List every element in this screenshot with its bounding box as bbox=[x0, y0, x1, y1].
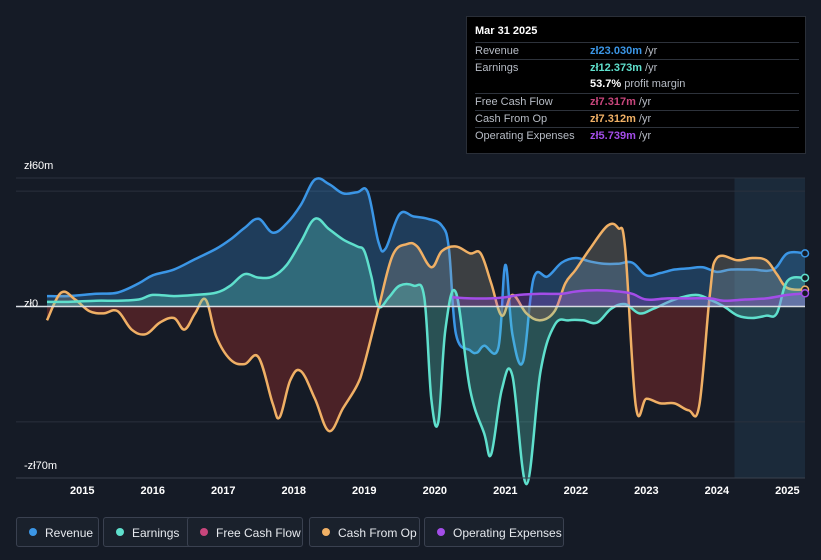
tooltip-row-earnings: Earnings zł12.373m /yr bbox=[475, 59, 799, 76]
tooltip-value: zł12.373m /yr bbox=[590, 62, 657, 74]
gridlines bbox=[16, 177, 805, 423]
tooltip-value: zł5.739m /yr bbox=[590, 130, 651, 142]
tooltip-value: zł7.312m /yr bbox=[590, 113, 651, 125]
unit-text: profit margin bbox=[621, 78, 686, 90]
x-tick-label: 2017 bbox=[211, 485, 236, 497]
tooltip-label: Cash From Op bbox=[475, 113, 548, 125]
tooltip-row-margin: 53.7% profit margin bbox=[475, 76, 799, 93]
y-tick-label-0: zł0 bbox=[24, 298, 39, 310]
tooltip-label: Revenue bbox=[475, 45, 520, 57]
value-text: zł23.030m bbox=[590, 45, 642, 57]
x-tick-label: 2022 bbox=[563, 485, 589, 497]
value-text: zł5.739m bbox=[590, 130, 636, 142]
tooltip-value: zł7.317m /yr bbox=[590, 96, 651, 108]
operating-expenses-line bbox=[452, 289, 806, 302]
cash-from-op-negative-area bbox=[47, 306, 805, 432]
tooltip-row-revenue: Revenue zł23.030m /yr bbox=[475, 42, 799, 59]
tooltip-date: Mar 31 2025 bbox=[475, 25, 538, 37]
earnings-end-marker bbox=[800, 273, 810, 283]
legend-dot-icon bbox=[322, 528, 330, 536]
y-tick-label-neg70: -zł70m bbox=[24, 460, 58, 472]
x-tick-label: 2016 bbox=[140, 485, 166, 497]
unit-text: /yr bbox=[641, 45, 658, 57]
series-layer bbox=[45, 177, 806, 486]
y-tick-label-60: zł60m bbox=[24, 160, 54, 172]
legend-item-free-cash-flow[interactable]: Free Cash Flow bbox=[187, 517, 303, 547]
legend-label: Revenue bbox=[45, 526, 94, 540]
x-tick-label: 2025 bbox=[775, 485, 800, 497]
forecast-region bbox=[734, 178, 805, 478]
legend-item-operating-expenses[interactable]: Operating Expenses bbox=[424, 517, 564, 547]
value-text: zł12.373m bbox=[590, 62, 642, 74]
tooltip-value: 53.7% profit margin bbox=[590, 78, 685, 90]
unit-text: /yr bbox=[635, 96, 652, 108]
legend-item-cash-from-op[interactable]: Cash From Op bbox=[309, 517, 420, 547]
value-text: 53.7% bbox=[590, 78, 622, 90]
value-text: zł7.312m bbox=[590, 113, 636, 125]
earnings-line bbox=[46, 217, 806, 486]
tooltip-row-opex: Operating Expenses zł5.739m /yr bbox=[475, 127, 799, 144]
revenue-area bbox=[47, 178, 805, 365]
legend-label: Free Cash Flow bbox=[216, 526, 301, 540]
end-markers bbox=[800, 249, 810, 298]
unit-text: /yr bbox=[635, 113, 652, 125]
legend-dot-icon bbox=[437, 528, 445, 536]
legend-item-revenue[interactable]: Revenue bbox=[16, 517, 99, 547]
x-tick-label: 2023 bbox=[634, 485, 659, 497]
tooltip-label: Free Cash Flow bbox=[475, 96, 553, 108]
legend-dot-icon bbox=[200, 528, 208, 536]
cash-from-op-positive-area bbox=[52, 223, 805, 307]
x-tick-label: 2020 bbox=[422, 485, 448, 497]
legend-label: Earnings bbox=[132, 526, 180, 540]
tooltip-label: Earnings bbox=[475, 62, 519, 74]
legend-dot-icon bbox=[116, 528, 124, 536]
x-tick-label: 2024 bbox=[704, 485, 730, 497]
unit-text: /yr bbox=[635, 130, 652, 142]
tooltip-panel: Mar 31 2025 Revenue zł23.030m /yr Earnin… bbox=[466, 16, 806, 154]
tooltip-row-cfo: Cash From Op zł7.312m /yr bbox=[475, 110, 799, 127]
x-tick-label: 2015 bbox=[70, 485, 95, 497]
revenue-line bbox=[46, 177, 806, 366]
x-tick-label: 2021 bbox=[493, 485, 518, 497]
cash-from-op-line bbox=[45, 222, 806, 433]
tooltip-label: Operating Expenses bbox=[475, 130, 575, 142]
legend-label: Cash From Op bbox=[338, 526, 417, 540]
tooltip-row-fcf: Free Cash Flow zł7.317m /yr bbox=[475, 93, 799, 110]
earnings-area bbox=[47, 218, 805, 485]
operating-expenses-end-marker bbox=[800, 289, 810, 298]
revenue-end-marker bbox=[800, 249, 810, 258]
unit-text: /yr bbox=[641, 62, 658, 74]
x-tick-label: 2019 bbox=[352, 485, 377, 497]
legend-item-earnings[interactable]: Earnings bbox=[103, 517, 199, 547]
legend-label: Operating Expenses bbox=[453, 526, 562, 540]
value-text: zł7.317m bbox=[590, 96, 636, 108]
legend-dot-icon bbox=[29, 528, 37, 536]
x-tick-label: 2018 bbox=[281, 485, 307, 497]
tooltip-value: zł23.030m /yr bbox=[590, 45, 657, 57]
